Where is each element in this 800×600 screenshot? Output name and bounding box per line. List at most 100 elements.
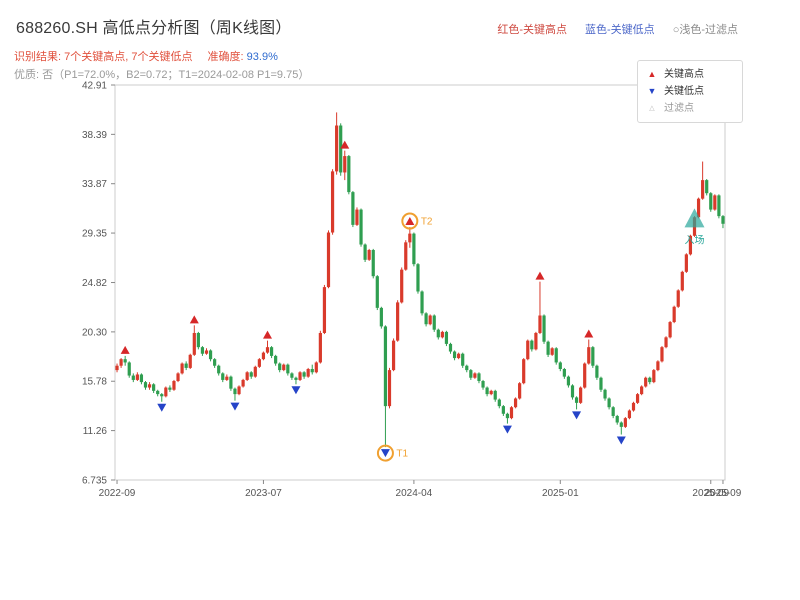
- y-tick-label: 20.30: [82, 327, 107, 338]
- key-high-marker: [263, 330, 272, 339]
- candle: [139, 373, 144, 385]
- candle: [436, 328, 440, 340]
- x-tick-label: 2025-01: [542, 488, 579, 499]
- candle: [623, 417, 627, 428]
- y-tick-label: 33.87: [82, 179, 107, 190]
- top-legend-key-high: 红色-关键高点: [497, 24, 568, 36]
- y-tick-label: 11.26: [83, 426, 108, 437]
- candle: [461, 352, 465, 368]
- candle: [648, 376, 652, 385]
- candle: [668, 320, 672, 339]
- candle: [237, 385, 241, 396]
- candle: [367, 248, 371, 261]
- candle: [326, 230, 331, 289]
- candles: [115, 112, 725, 448]
- candle: [513, 397, 518, 409]
- candle: [469, 369, 473, 380]
- candle: [269, 346, 274, 359]
- candle: [249, 371, 253, 379]
- quality-meta: 优质: 否（P1=72.0%，B2=0.72；T1=2024-02-08 P1=…: [14, 69, 310, 81]
- candle: [400, 267, 404, 304]
- candle: [245, 371, 249, 382]
- candle: [229, 375, 233, 391]
- candle: [391, 338, 396, 372]
- candle: [509, 406, 514, 420]
- filter-triangle-icon: △: [649, 105, 655, 112]
- key-high-marker: [340, 140, 350, 149]
- candle: [172, 379, 176, 391]
- x-axis: 2022-09 2023-07 2024-04 2025-01 2025-092025-…: [99, 480, 742, 499]
- candle: [542, 314, 546, 344]
- candle: [355, 207, 359, 226]
- candle: [684, 253, 688, 273]
- candle: [448, 342, 453, 354]
- legend-item-label: 关键高点: [664, 69, 704, 80]
- candle: [396, 300, 400, 342]
- candle: [444, 330, 449, 347]
- key-low-marker: [380, 449, 390, 458]
- key-high-markers: [120, 140, 594, 354]
- key-low-markers: [157, 386, 626, 458]
- candle: [387, 367, 392, 409]
- key-low-marker: [291, 386, 301, 395]
- candle: [473, 372, 477, 379]
- candle: [721, 215, 725, 229]
- candle: [505, 412, 510, 424]
- candle: [627, 409, 632, 420]
- candle: [664, 336, 668, 349]
- candle: [676, 289, 680, 308]
- candle: [611, 406, 615, 419]
- candle: [635, 393, 640, 404]
- y-tick-label: 15.78: [82, 377, 107, 388]
- candle: [595, 364, 599, 380]
- chart-legend: ▲ 关键高点 ▼ 关键低点 △ 过滤点: [637, 60, 743, 123]
- candle: [497, 398, 501, 409]
- candle: [566, 375, 571, 388]
- down-triangle-icon: ▼: [647, 86, 657, 96]
- candle: [339, 123, 343, 176]
- key-high-marker: [535, 271, 545, 280]
- candle: [253, 365, 257, 378]
- up-triangle-icon: ▲: [647, 69, 657, 79]
- candle: [428, 314, 432, 326]
- legend-item-label: 过滤点: [664, 103, 694, 114]
- candle: [562, 367, 566, 379]
- candle: [241, 378, 245, 388]
- candle: [123, 355, 127, 366]
- candle: [184, 361, 188, 371]
- candle: [493, 389, 497, 402]
- candle: [652, 369, 656, 384]
- candle: [640, 385, 644, 396]
- candle: [424, 312, 428, 327]
- candle: [481, 379, 485, 390]
- legend-item-label: 关键低点: [664, 86, 704, 97]
- candle: [176, 372, 180, 383]
- candle: [530, 339, 534, 352]
- candle: [160, 393, 164, 402]
- candle: [383, 325, 388, 448]
- t-point-label: T1: [396, 449, 408, 460]
- candle: [363, 243, 367, 262]
- key-high-marker: [405, 217, 415, 226]
- top-legend-key-low: 蓝色-关键低点: [585, 24, 655, 36]
- candle: [278, 362, 282, 373]
- candle: [591, 346, 595, 368]
- recognition-result-text: 识别结果: 7个关键高点, 7个关键低点: [14, 51, 193, 63]
- candle: [168, 385, 172, 392]
- candle: [570, 384, 575, 400]
- candle: [335, 112, 339, 175]
- candle: [359, 208, 363, 247]
- accuracy-label: 准确度:: [207, 51, 247, 63]
- candle: [631, 401, 636, 412]
- candle: [371, 248, 375, 279]
- candle: [583, 362, 587, 389]
- candle: [709, 192, 713, 212]
- candle: [412, 232, 416, 267]
- x-tick-label: 2025-09: [705, 488, 742, 499]
- candle: [538, 281, 542, 335]
- candle: [375, 275, 379, 311]
- candle: [660, 346, 664, 363]
- key-low-marker: [230, 402, 240, 411]
